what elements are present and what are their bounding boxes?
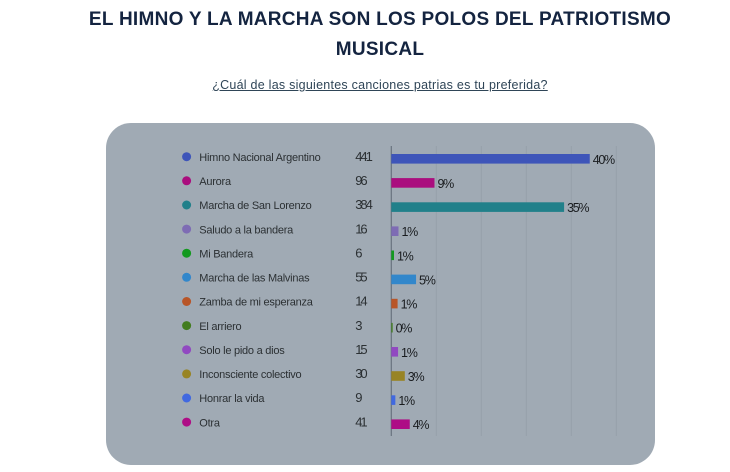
- svg-text:El arriero: El arriero: [199, 321, 241, 333]
- svg-text:4%: 4%: [413, 418, 430, 432]
- svg-text:16: 16: [355, 221, 367, 236]
- svg-text:9%: 9%: [438, 177, 455, 191]
- svg-text:Inconsciente colectivo: Inconsciente colectivo: [199, 369, 301, 381]
- svg-text:Mi Bandera: Mi Bandera: [199, 248, 254, 260]
- svg-text:41: 41: [355, 414, 367, 429]
- svg-text:3: 3: [355, 318, 362, 333]
- svg-text:40%: 40%: [593, 153, 615, 167]
- svg-text:55: 55: [355, 270, 367, 285]
- svg-text:Aurora: Aurora: [199, 176, 232, 188]
- svg-text:0%: 0%: [396, 322, 413, 336]
- svg-text:441: 441: [355, 149, 372, 164]
- svg-text:Marcha de las Malvinas: Marcha de las Malvinas: [199, 273, 310, 285]
- svg-text:Solo le pido a dios: Solo le pido a dios: [199, 345, 285, 357]
- svg-text:Marcha de San Lorenzo: Marcha de San Lorenzo: [199, 200, 311, 212]
- svg-text:35%: 35%: [567, 201, 589, 215]
- svg-text:30: 30: [355, 366, 367, 381]
- svg-text:Himno Nacional Argentino: Himno Nacional Argentino: [199, 152, 320, 164]
- svg-text:1%: 1%: [401, 346, 418, 360]
- svg-text:14: 14: [355, 294, 367, 309]
- svg-text:384: 384: [355, 197, 372, 212]
- svg-text:9: 9: [355, 390, 362, 405]
- svg-text:Otra: Otra: [199, 417, 221, 429]
- svg-text:15: 15: [355, 342, 367, 357]
- svg-text:Honrar la vida: Honrar la vida: [199, 393, 265, 405]
- svg-text:5%: 5%: [419, 273, 436, 287]
- svg-text:6: 6: [355, 245, 362, 260]
- svg-text:Saludo a la bandera: Saludo a la bandera: [199, 224, 294, 236]
- svg-text:1%: 1%: [401, 298, 418, 312]
- svg-text:1%: 1%: [398, 394, 415, 408]
- svg-text:Zamba de mi esperanza: Zamba de mi esperanza: [199, 297, 313, 309]
- svg-text:1%: 1%: [397, 249, 414, 263]
- svg-text:1%: 1%: [402, 225, 419, 239]
- svg-text:3%: 3%: [408, 370, 425, 384]
- svg-text:96: 96: [355, 173, 367, 188]
